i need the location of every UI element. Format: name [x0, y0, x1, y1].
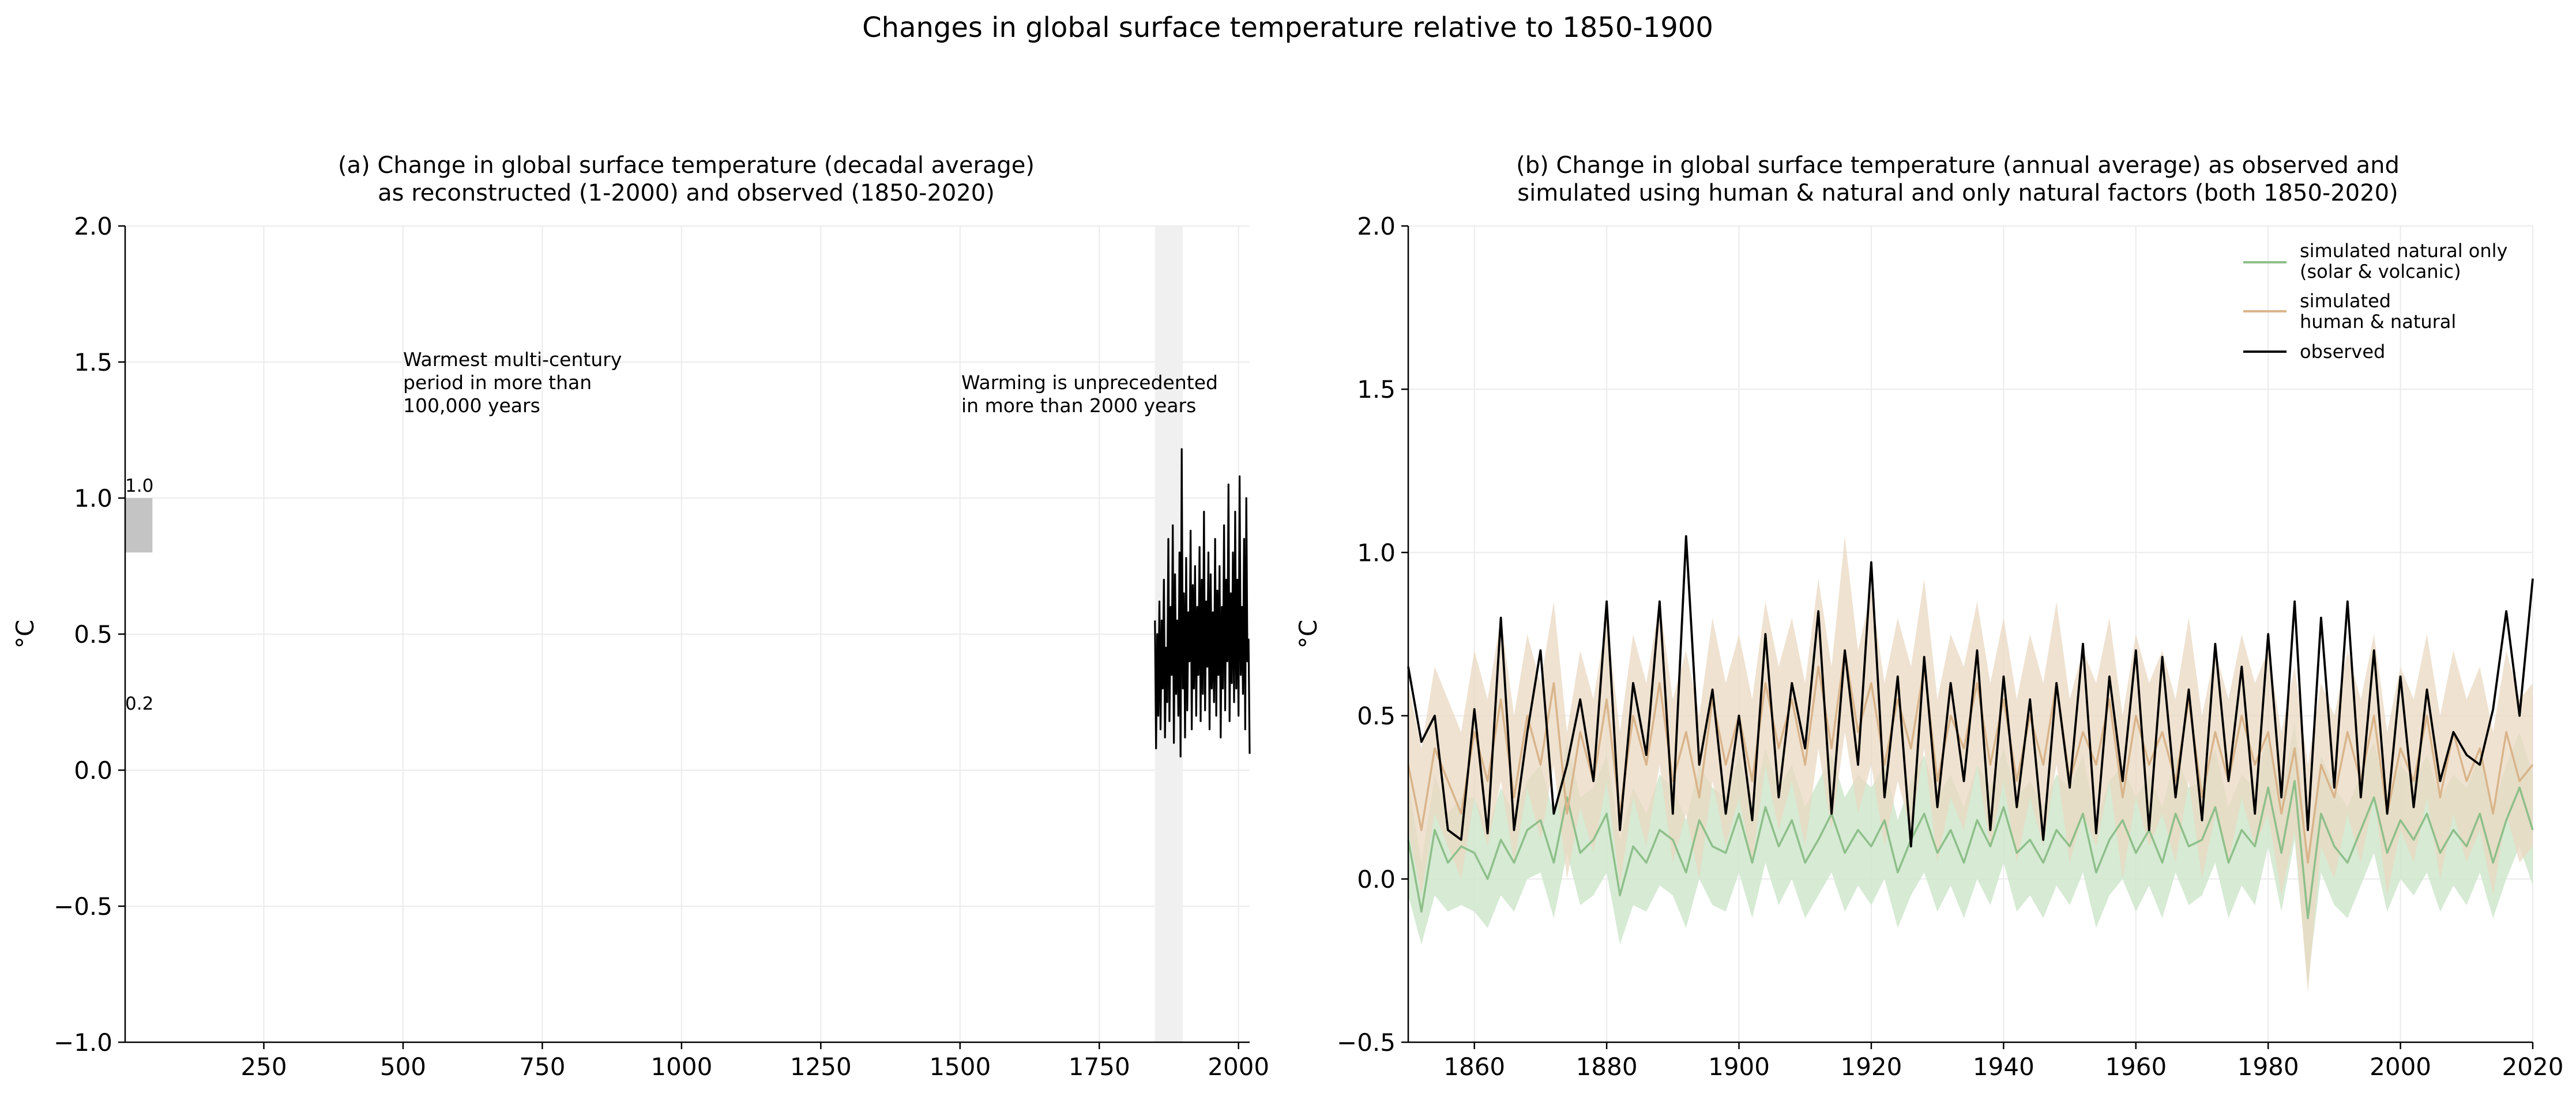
panel-b-ticks: 1860 1880 1900 1920 1940 1960 1980 2000 2020 −0.5…: [1337, 212, 2563, 1081]
panel-a-y-tick-label: 0.0: [74, 756, 112, 785]
panel-b-y-tick-label: 1.5: [1357, 375, 1396, 404]
panel-b-y-tick-label: −0.5: [1337, 1028, 1396, 1057]
panel-b-ylabel: °C: [1294, 620, 1322, 649]
panel-a-ticks: 250 500 750 1000 1250 1500 1750 2000 −1.0 −0.5 0.0…: [54, 212, 1269, 1081]
panel-a-x-tick-label: 1000: [650, 1053, 712, 1081]
panel-b-x-tick-label: 1900: [1708, 1053, 1770, 1081]
figure-title: Changes in global surface temperature re…: [862, 12, 1713, 44]
range-top-label: 1.0: [125, 476, 153, 496]
panel-b-title-line1: (b) Change in global surface temperature…: [1516, 152, 2400, 179]
panel-b-x-tick-label: 1940: [1973, 1053, 2035, 1081]
panel-a-x-tick-label: 1500: [929, 1053, 991, 1081]
panel-a-title-line2: as reconstructed (1-2000) and observed (…: [378, 180, 995, 206]
panel-a-x-tick-label: 2000: [1208, 1053, 1269, 1081]
panel-a-grid: [125, 225, 1250, 1043]
panel-a-y-tick-label: 0.5: [74, 620, 112, 649]
panel-a-y-tick-label: −1.0: [54, 1028, 112, 1057]
panel-a-x-tick-label: 1250: [790, 1053, 852, 1081]
annotation-warmest-line1: Warmest multi-century: [403, 348, 622, 371]
range-bottom-label: 0.2: [125, 693, 153, 714]
panel-b-x-tick-label: 1960: [2105, 1053, 2167, 1081]
legend-human-label-line2: human & natural: [2300, 311, 2456, 333]
panel-b-x-tick-label: 1860: [1443, 1053, 1505, 1081]
annotation-warmest-line3: 100,000 years: [403, 394, 540, 417]
panel-a-ylabel: °C: [11, 620, 39, 649]
panel-a-y-tick-label: 1.0: [74, 484, 112, 512]
panel-a-x-tick-label: 750: [519, 1053, 565, 1081]
panel-b-observed-line: [1407, 535, 2534, 848]
panel-b-title-line2: simulated using human & natural and only…: [1517, 180, 2398, 206]
panel-a-title-line1: (a) Change in global surface temperature…: [338, 152, 1035, 179]
annotation-warmest-line2: period in more than: [403, 371, 592, 394]
human-natural-range-band: [1408, 536, 2533, 993]
panel-b-x-tick-label: 1920: [1840, 1053, 1902, 1081]
panel-b-y-tick-label: 0.0: [1357, 865, 1396, 894]
panel-a: (a) Change in global surface temperature…: [11, 152, 1269, 1081]
panel-a-y-tick-label: 1.5: [74, 348, 112, 376]
panel-b-x-tick-label: 1880: [1576, 1053, 1638, 1081]
panel-b-y-tick-label: 2.0: [1357, 212, 1396, 240]
legend: simulated natural only (solar & volcanic…: [2243, 240, 2507, 363]
panel-b-x-tick-label: 1980: [2237, 1053, 2299, 1081]
legend-natural-label-line1: simulated natural only: [2300, 240, 2507, 262]
annotation-unprecedented-line1: Warming is unprecedented: [961, 371, 1218, 394]
panel-b-y-tick-label: 0.5: [1357, 702, 1396, 730]
panel-b: (b) Change in global surface temperature…: [1294, 152, 2563, 1081]
panel-b-x-tick-label: 2000: [2370, 1053, 2431, 1081]
panel-a-x-tick-label: 250: [240, 1053, 287, 1081]
panel-b-x-tick-label: 2020: [2502, 1053, 2564, 1081]
panel-a-y-tick-label: 2.0: [74, 212, 112, 240]
panel-a-x-tick-label: 500: [380, 1053, 426, 1081]
warmest-period-bar: [125, 498, 153, 553]
legend-natural-label-line2: (solar & volcanic): [2300, 261, 2461, 282]
panel-a-observed-line: [1154, 448, 1251, 758]
panel-b-y-tick-label: 1.0: [1357, 538, 1396, 567]
natural-only-line: [1407, 780, 2534, 919]
legend-human-label-line1: simulated: [2300, 290, 2391, 312]
panel-a-y-tick-label: −0.5: [54, 892, 112, 921]
panel-a-x-tick-label: 1750: [1069, 1053, 1130, 1081]
legend-observed-label: observed: [2300, 341, 2385, 363]
annotation-unprecedented-line2: in more than 2000 years: [961, 394, 1196, 417]
